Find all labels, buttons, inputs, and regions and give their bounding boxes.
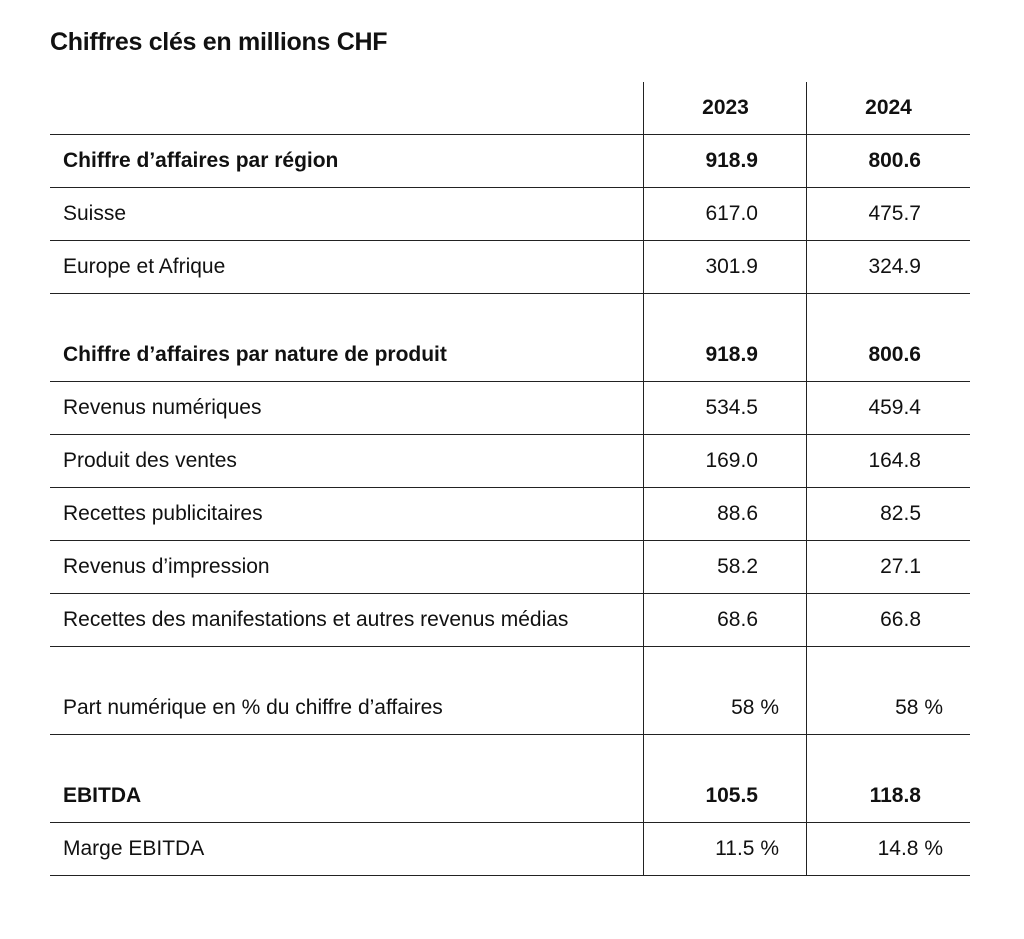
- value-2023: 301.9: [705, 255, 758, 278]
- row-label: Marge EBITDA: [63, 837, 205, 860]
- table-row: Europe et Afrique 301.9 324.9: [50, 241, 970, 294]
- column-header-2023: 2023: [702, 96, 749, 119]
- row-label: Europe et Afrique: [63, 255, 226, 278]
- table-row: Suisse 617.0 475.7: [50, 188, 970, 241]
- column-header-2024: 2024: [865, 96, 912, 119]
- value-2023: 11.5 %: [715, 837, 779, 860]
- value-2023: 58 %: [731, 696, 779, 719]
- row-label: Suisse: [63, 202, 127, 225]
- value-2023: 918.9: [705, 343, 758, 366]
- value-2023: 918.9: [705, 149, 758, 172]
- value-2024: 118.8: [869, 784, 921, 807]
- table-row: Chiffre d’affaires par région 918.9 800.…: [50, 135, 970, 188]
- table-row: Produit des ventes 169.0 164.8: [50, 435, 970, 488]
- row-label: Revenus numériques: [63, 396, 262, 419]
- table-row: Chiffre d’affaires par nature de produit…: [50, 294, 970, 382]
- value-2024: 82.5: [880, 502, 921, 525]
- table-row: Part numérique en % du chiffre d’affaire…: [50, 647, 970, 735]
- value-2024: 800.6: [868, 343, 921, 366]
- table-header-row: 2023 2024: [50, 82, 970, 135]
- value-2024: 27.1: [880, 555, 921, 578]
- table-row: Revenus numériques 534.5 459.4: [50, 382, 970, 435]
- table-row: Revenus d’impression 58.2 27.1: [50, 541, 970, 594]
- table-row: EBITDA 105.5 118.8: [50, 735, 970, 823]
- value-2024: 58 %: [895, 696, 943, 719]
- value-2024: 66.8: [880, 608, 921, 631]
- value-2023: 534.5: [705, 396, 758, 419]
- value-2023: 105.5: [705, 784, 758, 807]
- row-label: Revenus d’impression: [63, 555, 270, 578]
- value-2023: 617.0: [705, 202, 758, 225]
- value-2024: 324.9: [868, 255, 921, 278]
- table-row: Recettes publicitaires 88.6 82.5: [50, 488, 970, 541]
- value-2024: 459.4: [868, 396, 921, 419]
- table-row: Marge EBITDA 11.5 % 14.8 %: [50, 823, 970, 876]
- row-label: Recettes publicitaires: [63, 502, 263, 525]
- value-2023: 68.6: [717, 608, 758, 631]
- table-row: Recettes des manifestations et autres re…: [50, 594, 970, 647]
- row-label: EBITDA: [63, 784, 142, 807]
- value-2024: 164.8: [868, 449, 921, 472]
- row-label: Part numérique en % du chiffre d’affaire…: [63, 696, 443, 719]
- key-figures-table: 2023 2024 Chiffre d’affaires par région …: [50, 82, 970, 876]
- row-label: Produit des ventes: [63, 449, 237, 472]
- value-2023: 169.0: [705, 449, 758, 472]
- row-label: Chiffre d’affaires par nature de produit: [63, 343, 447, 366]
- row-label: Chiffre d’affaires par région: [63, 149, 339, 172]
- row-label: Recettes des manifestations et autres re…: [63, 608, 569, 631]
- value-2024: 475.7: [868, 202, 921, 225]
- value-2024: 14.8 %: [877, 837, 943, 860]
- value-2024: 800.6: [868, 149, 921, 172]
- page-title: Chiffres clés en millions CHF: [50, 28, 388, 56]
- value-2023: 58.2: [717, 555, 758, 578]
- value-2023: 88.6: [717, 502, 758, 525]
